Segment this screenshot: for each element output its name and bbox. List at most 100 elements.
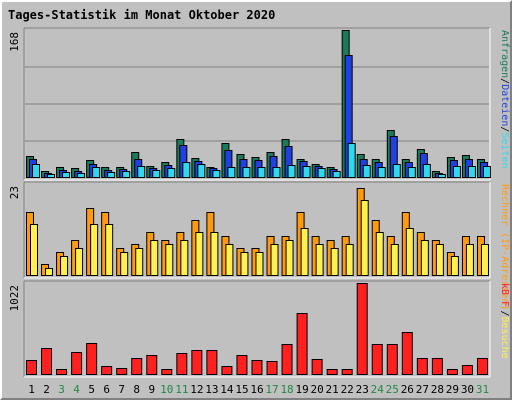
bar-kb-day-18 <box>281 344 293 375</box>
bar-kb-day-21 <box>326 369 338 375</box>
bar-besuche-day-14 <box>225 244 234 276</box>
side-legend-item: / <box>499 310 510 316</box>
side-legend-kb: kB F <box>499 283 510 307</box>
x-tick-label-day-31: 31 <box>476 383 489 396</box>
bar-kb-day-26 <box>401 332 413 375</box>
bar-kb-day-20 <box>311 359 323 375</box>
bar-seiten-day-23 <box>362 165 371 178</box>
x-tick-label-day-12: 12 <box>190 383 203 396</box>
bar-kb-day-25 <box>386 344 398 375</box>
bar-seiten-day-15 <box>242 167 251 178</box>
bar-besuche-day-7 <box>120 252 129 276</box>
x-tick-label-day-13: 13 <box>205 383 218 396</box>
x-tick-label-day-26: 26 <box>401 383 414 396</box>
bar-besuche-day-27 <box>420 240 429 276</box>
bar-besuche-day-5 <box>90 224 99 276</box>
bar-besuche-day-25 <box>390 244 399 276</box>
bar-kb-day-2 <box>41 348 53 375</box>
bar-besuche-day-31 <box>480 244 489 276</box>
bar-besuche-day-15 <box>240 252 249 276</box>
bar-seiten-day-25 <box>392 164 401 178</box>
side-legend-visits: Rechner (IP-Adressen)/Besuche <box>499 184 510 359</box>
bar-kb-day-4 <box>71 352 83 375</box>
bar-kb-day-28 <box>431 358 443 375</box>
bar-kb-day-15 <box>236 355 248 375</box>
x-tick-label-day-28: 28 <box>431 383 444 396</box>
y-max-label-visits: 23 <box>8 186 21 199</box>
bar-seiten-day-3 <box>62 172 71 178</box>
bar-besuche-day-3 <box>60 256 69 276</box>
bar-seiten-day-24 <box>377 167 386 178</box>
x-axis-day-labels: 1 2 3 4 5 6 7 8 9 10 11 12 13 14 15 16 17 18 19 20 21 22 23 24 2… <box>28 383 489 396</box>
x-tick-label-day-8: 8 <box>133 383 140 396</box>
bar-besuche-day-26 <box>405 228 414 276</box>
bar-kb-day-10 <box>161 369 173 375</box>
bar-besuche-day-24 <box>375 232 384 276</box>
bar-seiten-day-30 <box>467 166 476 178</box>
side-legend-item: / <box>499 126 510 132</box>
bar-besuche-day-9 <box>150 240 159 276</box>
x-tick-label-day-24: 24 <box>371 383 385 396</box>
x-tick-label-day-1: 1 <box>28 383 35 396</box>
x-tick-label-day-22: 22 <box>341 383 354 396</box>
bar-kb-day-7 <box>116 368 128 375</box>
x-tick-label-day-27: 27 <box>416 383 429 396</box>
side-legend-item: Anfragen <box>499 30 510 78</box>
bar-kb-day-12 <box>191 350 203 375</box>
x-tick-label-day-15: 15 <box>235 383 248 396</box>
bar-besuche-day-23 <box>360 200 369 276</box>
bar-seiten-day-14 <box>227 167 236 178</box>
bar-seiten-day-17 <box>272 167 281 178</box>
bar-kb-day-1 <box>26 360 37 375</box>
bar-kb-day-17 <box>266 361 278 375</box>
bar-besuche-day-12 <box>195 232 204 276</box>
chart-panels: 168 Anfragen/Dateien/Seiten 23 Rechner (IP-… <box>8 27 510 378</box>
bar-besuche-day-4 <box>75 248 84 276</box>
side-legend-requests: Anfragen/Dateien/Seiten <box>499 30 510 169</box>
bar-seiten-day-13 <box>212 170 221 178</box>
bar-kb-day-9 <box>146 355 158 375</box>
bar-kb-day-13 <box>206 350 218 375</box>
bar-kb-day-22 <box>341 369 353 375</box>
x-tick-label-day-2: 2 <box>43 383 50 396</box>
side-legend-item: Rechner (IP-Adressen) <box>499 184 510 310</box>
side-legend-item: / <box>499 78 510 84</box>
bar-seiten-day-18 <box>287 165 296 178</box>
panel-requests: 168 Anfragen/Dateien/Seiten <box>8 27 510 181</box>
bar-seiten-day-29 <box>452 166 461 178</box>
bar-besuche-day-17 <box>270 244 279 276</box>
bar-seiten-day-1 <box>32 164 40 178</box>
bar-seiten-day-22 <box>347 143 356 178</box>
bar-kb-day-30 <box>461 365 473 375</box>
bar-kb-day-11 <box>176 353 188 375</box>
x-tick-label-day-17: 17 <box>265 383 278 396</box>
bar-kb-day-23 <box>356 283 368 375</box>
bar-seiten-day-11 <box>182 162 191 178</box>
bar-kb-day-16 <box>251 360 263 375</box>
bar-seiten-day-6 <box>107 172 116 178</box>
bar-seiten-day-27 <box>422 164 431 178</box>
bar-seiten-day-9 <box>152 170 161 178</box>
bar-besuche-day-16 <box>255 252 264 276</box>
bar-seiten-day-4 <box>77 173 86 178</box>
bar-besuche-day-6 <box>105 224 114 276</box>
bar-kb-day-8 <box>131 358 143 375</box>
x-tick-label-day-20: 20 <box>311 383 324 396</box>
bar-seiten-day-28 <box>437 174 446 178</box>
side-legend-item: kB F <box>499 283 510 307</box>
bar-kb-day-29 <box>446 369 458 375</box>
x-tick-label-day-18: 18 <box>280 383 293 396</box>
bar-seiten-day-26 <box>407 167 416 178</box>
bar-seiten-day-16 <box>257 167 266 178</box>
x-tick-label-day-11: 11 <box>175 383 188 396</box>
bar-besuche-day-1 <box>30 224 38 276</box>
side-legend-item: Besuche <box>499 316 510 358</box>
bar-kb-day-6 <box>101 366 113 375</box>
bar-besuche-day-2 <box>45 268 54 276</box>
bar-seiten-day-5 <box>92 167 101 178</box>
bar-kb-day-31 <box>476 358 488 375</box>
bar-seiten-day-12 <box>197 164 206 178</box>
bar-besuche-day-29 <box>450 256 459 276</box>
bar-besuche-day-10 <box>165 244 174 276</box>
